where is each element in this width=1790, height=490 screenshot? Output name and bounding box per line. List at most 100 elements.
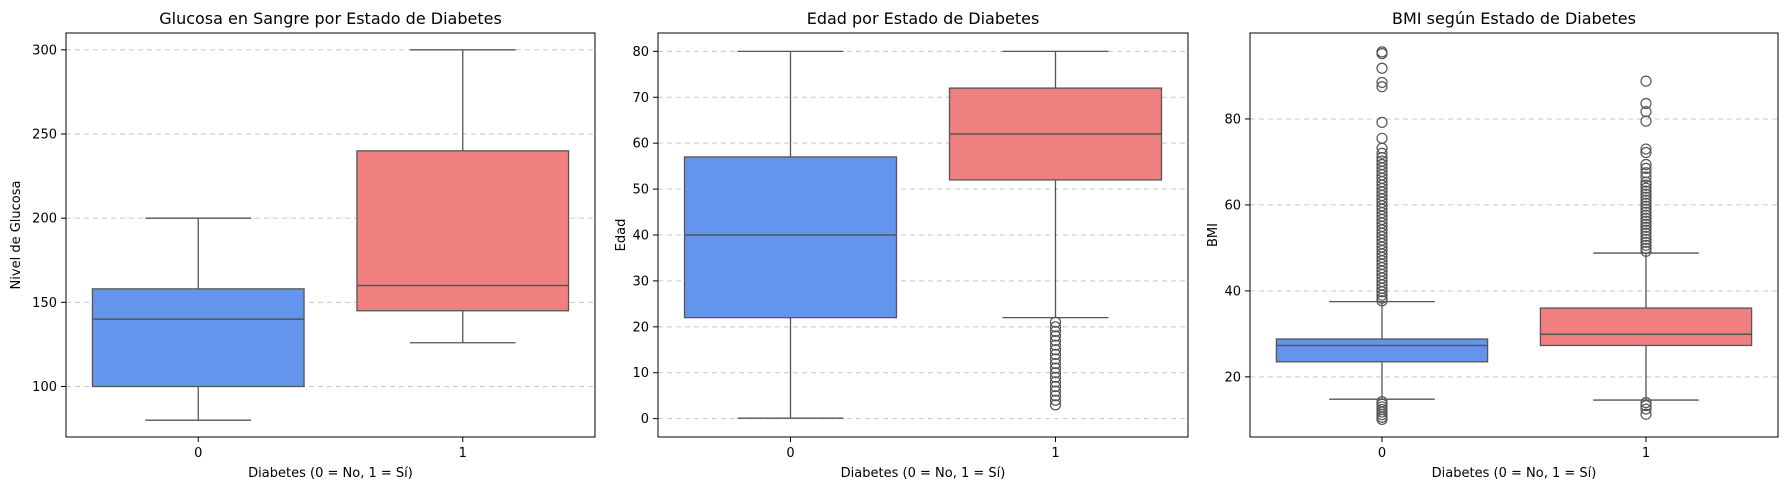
outlier-point: [1640, 162, 1652, 174]
y-tick-label: 20: [632, 320, 649, 335]
outlier-point: [1640, 197, 1652, 209]
y-tick-label: 0: [641, 412, 649, 427]
outlier-point: [1049, 371, 1062, 383]
x-tick-label: 1: [1642, 446, 1650, 461]
outlier-point: [1049, 385, 1062, 397]
outlier-point: [1376, 158, 1388, 171]
y-tick-label: 60: [632, 137, 649, 152]
chart-panel-3: 20 40 60 80 0 1 BMI según Estado de Diabetes Di…: [1206, 9, 1779, 481]
outlier-point: [1049, 390, 1062, 402]
box-iqr: [1275, 338, 1489, 363]
outlier-point: [1376, 403, 1388, 416]
box-0: [91, 217, 305, 421]
outlier-point: [1049, 353, 1062, 365]
outlier-point: [1049, 339, 1062, 351]
y-tick-label: 40: [1224, 284, 1241, 299]
y-tick-label: 100: [32, 380, 57, 395]
outlier-point: [1376, 76, 1388, 89]
outlier-point: [1049, 348, 1062, 360]
outlier-point: [1376, 155, 1388, 167]
outlier-point: [1049, 367, 1062, 379]
outlier-point: [1640, 209, 1652, 221]
outlier-point: [1640, 245, 1652, 257]
y-axis-label: BMI: [1206, 223, 1221, 247]
outlier-point: [1640, 185, 1652, 197]
outlier-point: [1640, 221, 1652, 233]
x-axis-label: Diabetes (0 = No, 1 = Sí): [1432, 466, 1597, 481]
y-tick-label: 200: [32, 212, 57, 227]
outlier-point: [1049, 399, 1062, 411]
outlier-point: [1376, 116, 1388, 128]
chart-panel-2: 0 10 20 30 40 50 60 70 80 0 1 Edad por Estado de Di…: [614, 9, 1189, 481]
x-axis-label: Diabetes (0 = No, 1 = Sí): [248, 466, 413, 481]
outlier-point: [1640, 400, 1652, 412]
outlier-point: [1640, 75, 1652, 87]
outlier-point: [1376, 62, 1388, 74]
outlier-point: [1049, 357, 1062, 370]
outlier-point: [1376, 147, 1388, 159]
y-tick-label: 70: [632, 91, 649, 106]
outlier-point: [1640, 408, 1652, 420]
outlier-point: [1376, 396, 1388, 408]
outlier-point: [1376, 401, 1388, 413]
box-1: [1539, 75, 1753, 420]
outlier-point: [1376, 132, 1388, 144]
box-0: [1275, 46, 1489, 425]
chart-title: Edad por Estado de Diabetes: [807, 9, 1040, 28]
outlier-point: [1640, 397, 1652, 409]
x-tick-label: 1: [1051, 446, 1059, 461]
box-iqr: [356, 150, 570, 312]
y-tick-label: 150: [32, 296, 57, 311]
outlier-point: [1640, 224, 1652, 236]
chart-panel-1: 100 150 200 250 300 0 1 Glucosa en Sangre por E…: [9, 9, 596, 481]
y-tick-label: 10: [632, 366, 649, 381]
outlier-point: [1640, 227, 1652, 239]
outlier-point: [1640, 239, 1652, 251]
outlier-point: [1640, 115, 1652, 127]
x-tick-label: 0: [786, 446, 794, 461]
y-tick-label: 50: [632, 183, 649, 198]
outlier-point: [1640, 182, 1652, 194]
outlier-point: [1640, 215, 1652, 227]
outlier-point: [1640, 403, 1652, 415]
box-1: [948, 50, 1163, 411]
outlier-point: [1640, 203, 1652, 215]
outlier-point: [1049, 362, 1062, 374]
outlier-point: [1640, 188, 1652, 200]
y-tick-label: 40: [632, 229, 649, 244]
x-tick-label: 1: [459, 446, 467, 461]
y-tick-label: 300: [32, 43, 57, 58]
outlier-point: [1640, 230, 1652, 242]
outlier-point: [1049, 380, 1062, 393]
outlier-point: [1640, 236, 1652, 248]
y-tick-label: 30: [632, 274, 649, 289]
x-tick-label: 0: [1378, 446, 1386, 461]
y-tick-label: 250: [32, 128, 57, 143]
outlier-point: [1640, 158, 1652, 171]
outlier-point: [1049, 330, 1062, 342]
y-tick-label: 80: [1224, 112, 1241, 127]
outlier-point: [1640, 171, 1652, 183]
outlier-point: [1376, 295, 1388, 307]
y-axis-label: Edad: [614, 219, 629, 252]
outlier-point: [1640, 242, 1652, 254]
plot-frame: [1249, 32, 1779, 438]
chart-title: Glucosa en Sangre por Estado de Diabetes: [159, 9, 502, 28]
outlier-point: [1640, 146, 1652, 159]
outlier-point: [1049, 334, 1062, 347]
outlier-point: [1640, 143, 1652, 155]
box-iqr: [1539, 307, 1753, 347]
plot-frame: [65, 32, 596, 438]
outlier-point: [1049, 325, 1062, 338]
box-0: [683, 50, 898, 419]
outlier-point: [1640, 167, 1652, 179]
outlier-point: [1640, 191, 1652, 203]
outlier-point: [1640, 200, 1652, 212]
outlier-point: [1049, 394, 1062, 406]
plot-frame: [657, 32, 1189, 438]
outlier-point: [1640, 106, 1652, 118]
outlier-point: [1640, 218, 1652, 230]
outlier-point: [1640, 97, 1652, 110]
y-tick-label: 20: [1224, 370, 1241, 385]
